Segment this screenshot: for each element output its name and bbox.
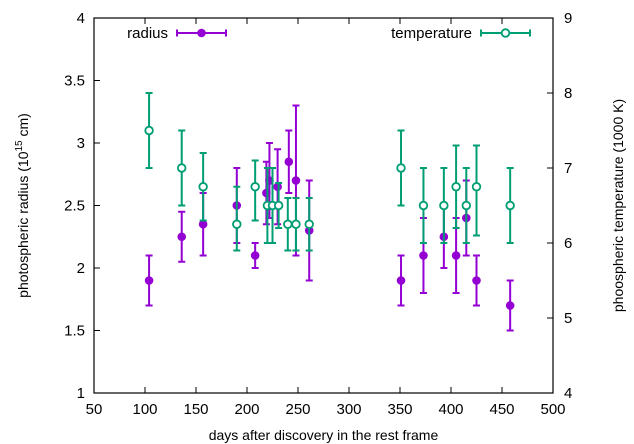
marks-layer <box>144 92 515 332</box>
y2-tick-label: 8 <box>564 85 572 102</box>
data-point-radius <box>177 210 187 263</box>
y2-tick-label: 7 <box>564 160 572 177</box>
x-tick-label: 300 <box>336 401 361 418</box>
marker-radius <box>505 301 515 310</box>
marker-temperature <box>396 163 406 173</box>
y-tick-label: 1 <box>77 385 85 402</box>
data-point-temperature <box>505 167 515 244</box>
marker-radius <box>273 182 282 192</box>
marker-radius <box>250 251 260 260</box>
series-radius <box>144 104 515 332</box>
marker-temperature <box>471 182 482 192</box>
marker-temperature <box>451 182 461 192</box>
data-point-temperature <box>439 167 449 244</box>
data-point-radius <box>472 254 481 307</box>
ticks-layer: 50 100 150 200 250 300 350 400 450 500 1 1.5 2 2.5 3 3.… <box>64 10 572 418</box>
data-point-temperature <box>304 197 314 252</box>
y-tick-label: 3 <box>77 135 85 152</box>
marker-radius <box>284 157 294 167</box>
data-point-temperature <box>250 159 260 222</box>
marker-radius <box>177 232 187 242</box>
legend: radius temperature <box>127 25 531 42</box>
x-tick-label: 150 <box>183 401 208 418</box>
marker-radius <box>198 219 208 229</box>
x-tick-label: 200 <box>234 401 259 418</box>
x-tick-label: 100 <box>132 401 157 418</box>
y2-tick-label: 9 <box>564 10 572 27</box>
plot-frame <box>93 17 554 394</box>
x-tick-label: 250 <box>285 401 310 418</box>
data-point-radius <box>273 148 282 226</box>
marker-temperature <box>439 200 449 211</box>
y2-tick-label: 6 <box>564 235 572 252</box>
y2-tick-label: 4 <box>564 385 572 402</box>
data-point-temperature <box>232 185 242 252</box>
marker-radius <box>451 251 461 260</box>
x-tick-label: 400 <box>438 401 463 418</box>
legend-marker <box>197 28 206 38</box>
x-tick-label: 50 <box>86 401 103 418</box>
data-point-temperature <box>291 197 301 252</box>
marker-temperature <box>250 182 260 192</box>
x-tick-label: 500 <box>540 401 565 418</box>
marker-radius <box>396 276 406 285</box>
marker-temperature <box>198 182 208 192</box>
marker-temperature <box>304 219 314 229</box>
data-point-temperature <box>273 182 284 229</box>
data-point-radius <box>451 217 461 294</box>
marker-temperature <box>461 200 471 211</box>
data-point-temperature <box>144 92 154 169</box>
marker-radius <box>144 276 154 285</box>
x-tick-label: 450 <box>489 401 514 418</box>
y-axis-title-sup: 15 <box>14 140 25 152</box>
legend-label-temperature: temperature <box>391 25 472 42</box>
y-axis-title: photospheric radius (1015 cm) <box>14 113 31 298</box>
marker-radius <box>291 176 301 185</box>
data-point-radius <box>262 160 271 226</box>
data-point-radius <box>250 242 260 269</box>
marker-temperature <box>177 163 187 173</box>
marker-radius <box>419 251 428 260</box>
y-tick-label: 4 <box>77 10 85 27</box>
y-tick-label: 2.5 <box>64 198 85 215</box>
series-temperature <box>144 92 515 252</box>
marker-temperature <box>291 219 301 229</box>
data-point-radius <box>505 279 515 332</box>
x-axis-title: days after discovery in the rest frame <box>209 427 439 443</box>
y-axis-title-tail: cm) <box>15 113 31 140</box>
y-tick-label: 1.5 <box>64 323 85 340</box>
data-point-temperature <box>461 167 471 244</box>
data-point-temperature <box>283 197 293 252</box>
y2-axis-title: phoospheric temperature (1000 K) <box>610 99 626 312</box>
data-point-temperature <box>471 144 482 237</box>
legend-marker <box>500 28 511 38</box>
y-tick-label: 2 <box>77 260 85 277</box>
x-tick-label: 350 <box>387 401 412 418</box>
marker-temperature <box>144 125 154 136</box>
marker-temperature <box>273 200 284 211</box>
y2-tick-label: 5 <box>564 310 572 327</box>
marker-temperature <box>505 200 515 211</box>
data-point-temperature <box>396 129 406 207</box>
data-point-temperature <box>177 129 187 207</box>
data-point-radius <box>396 254 406 307</box>
y-tick-label: 3.5 <box>64 73 85 90</box>
y-axis-title-main: photospheric radius (10 <box>15 151 31 298</box>
marker-temperature <box>283 219 293 229</box>
data-point-radius <box>284 129 294 194</box>
marker-temperature <box>418 200 429 211</box>
legend-label-radius: radius <box>127 25 168 42</box>
marker-radius <box>472 276 481 285</box>
data-point-temperature <box>418 167 429 244</box>
data-point-radius <box>144 254 154 307</box>
marker-temperature <box>232 219 242 229</box>
data-point-temperature <box>451 144 461 229</box>
legend-sample-temperature <box>480 28 531 38</box>
legend-sample-radius <box>176 28 227 38</box>
data-point-temperature <box>198 152 208 222</box>
